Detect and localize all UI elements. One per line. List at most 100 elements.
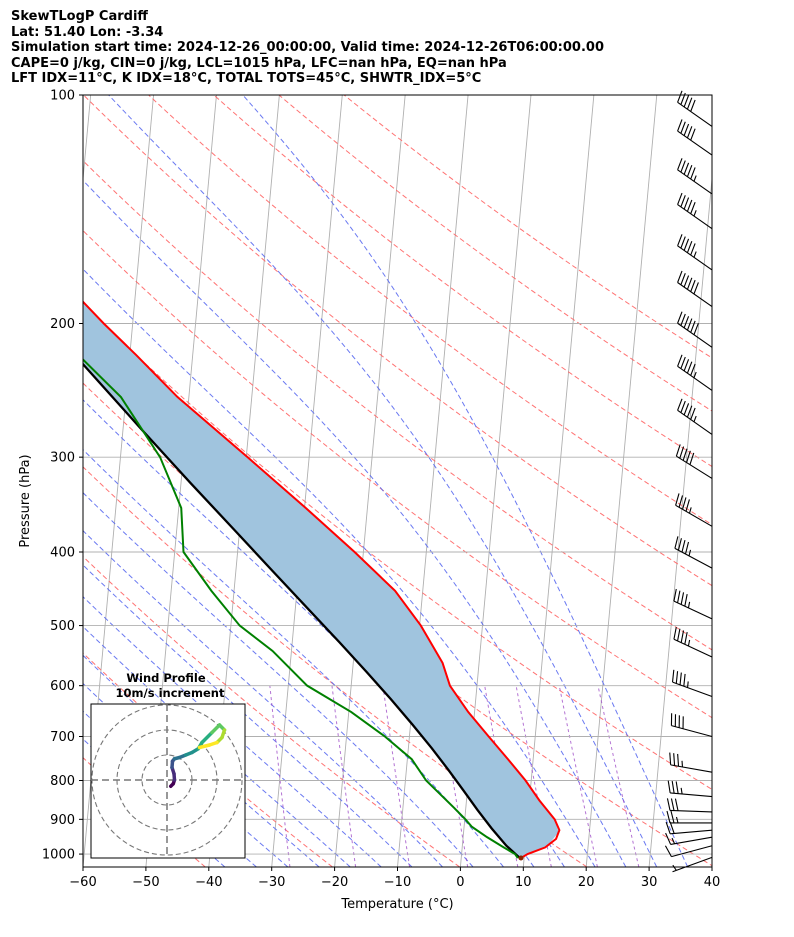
wind-barb [677,354,713,391]
wind-barb-feather [690,407,696,420]
wind-barb-feather [683,275,690,288]
wind-barb-staff [677,101,713,127]
wind-barb-feather [683,123,690,136]
isotherm-line [397,95,469,867]
wind-barb-feather [677,311,683,324]
wind-barb-staff [674,547,713,569]
x-tick-label: −10 [384,875,411,890]
wind-barb-half-feather [672,864,677,871]
wind-barb-feather [666,810,671,824]
wind-barb-feather [670,810,675,824]
wind-barb-half-feather [693,371,697,378]
isotherm-line [775,95,794,867]
wind-barb [677,119,713,156]
x-tick-label: −30 [258,875,285,890]
wind-barb [677,158,713,195]
wind-barbs [664,90,713,873]
wind-barb-feather [686,199,693,212]
wind-barb [672,856,713,873]
wind-barb-feather [686,277,693,290]
wind-barb-feather [686,240,693,253]
wind-barb [677,398,713,435]
wind-barb [664,845,713,858]
wind-barb-half-feather [688,507,692,514]
wind-barb-feather [686,405,693,418]
wind-barb-feather [669,752,672,765]
wind-barb-feather [686,164,693,177]
wind-barb-feather [673,626,677,640]
mixing-ratio-line [269,685,291,867]
y-tick-label: 200 [50,317,75,332]
y-tick-label: 900 [50,813,75,828]
wind-barb [677,311,713,348]
wind-barb-feather [677,158,683,171]
wind-barb-staff [677,204,713,230]
wind-barb [667,780,713,798]
wind-barb-feather [690,320,696,333]
cin-cape-shading [83,301,559,858]
wind-barb [671,669,713,697]
wind-barb-feather [675,444,681,457]
wind-barb-feather [677,192,683,205]
sounding-profiles [83,300,561,861]
moist-adiabat-line [83,179,627,867]
wind-barb-feather [677,90,683,103]
dry-adiabat-line [83,160,712,651]
moist-adiabat-line [108,95,658,867]
wind-barb-feather [684,593,688,607]
wind-barb [677,270,713,308]
y-tick-label: 500 [50,619,75,634]
y-tick-label: 300 [50,451,75,466]
wind-barb-staff [670,764,713,773]
wind-barb-feather [677,628,681,642]
mixing-ratio-line [382,685,411,867]
wind-barb-feather [683,162,690,175]
wind-barb-staff [676,455,713,479]
dry-adiabat-line [83,95,712,587]
wind-barb [677,90,713,127]
wind-barb-staff [673,638,713,658]
wind-barb-feather [680,195,686,208]
wind-barb-feather [680,273,686,285]
wind-barb-feather [673,588,677,602]
wind-barb-feather [675,781,679,794]
y-tick-label: 100 [50,89,75,104]
wind-barb [675,444,713,479]
x-tick-label: 30 [641,875,658,890]
wind-barb-half-feather [671,837,676,844]
hodograph-subtitle: 10m/s increment [116,686,225,700]
wind-barb-staff [670,809,713,813]
wind-barb-half-feather [693,175,697,182]
wind-barb-staff [677,322,713,348]
isotherm-line [711,862,712,867]
wind-barb [670,713,713,738]
chart-title-station: SkewTLogP Cardiff [11,9,148,24]
wind-barb-feather [684,541,690,555]
hodograph-title: Wind Profile [126,671,206,685]
wind-barb-feather [685,499,690,512]
wind-barb-feather [680,160,686,173]
wind-barb-feather [684,632,688,645]
wind-barb [665,821,713,835]
wind-barb-feather [678,495,684,508]
wind-barb-staff [670,792,713,798]
hodograph-plot [91,704,245,858]
wind-barb [674,536,713,569]
wind-barb-feather [673,753,676,766]
wind-barb-feather [683,197,690,210]
wind-barb-feather [674,536,679,549]
x-tick-label: 0 [456,875,464,890]
hodograph-trace-segment [200,730,214,745]
wind-barb [666,798,713,813]
wind-barb-feather [683,95,690,108]
wind-barb-feather [665,832,672,845]
x-tick-label: 40 [704,875,721,890]
mixing-ratio-line [558,685,598,867]
wind-barb-staff [677,365,713,391]
wind-barb-feather [686,126,693,139]
wind-barb-feather [680,630,685,643]
wind-barb-feather [686,97,693,110]
mixing-ratio-line [331,685,357,867]
